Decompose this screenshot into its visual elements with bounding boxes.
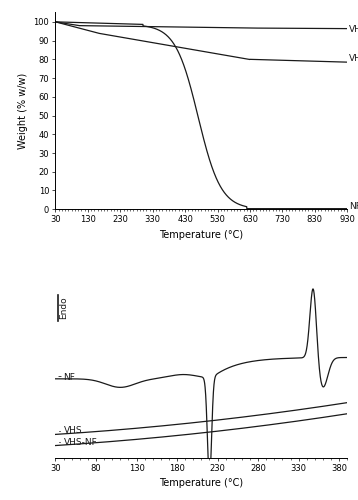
Y-axis label: Weight (% w/w): Weight (% w/w) xyxy=(18,72,28,149)
Text: .: . xyxy=(58,433,62,446)
Text: .: . xyxy=(58,422,62,435)
Text: NF: NF xyxy=(349,202,358,211)
Text: VHS-NF: VHS-NF xyxy=(349,54,358,63)
Text: VHS: VHS xyxy=(64,426,82,436)
Text: NF: NF xyxy=(64,374,76,382)
X-axis label: Temperature (°C): Temperature (°C) xyxy=(159,478,243,488)
X-axis label: Temperature (°C): Temperature (°C) xyxy=(159,230,243,240)
Text: -: - xyxy=(58,371,62,381)
Text: Endo: Endo xyxy=(59,296,68,319)
Text: VHS-NF: VHS-NF xyxy=(64,438,97,446)
Text: VHS: VHS xyxy=(349,25,358,34)
